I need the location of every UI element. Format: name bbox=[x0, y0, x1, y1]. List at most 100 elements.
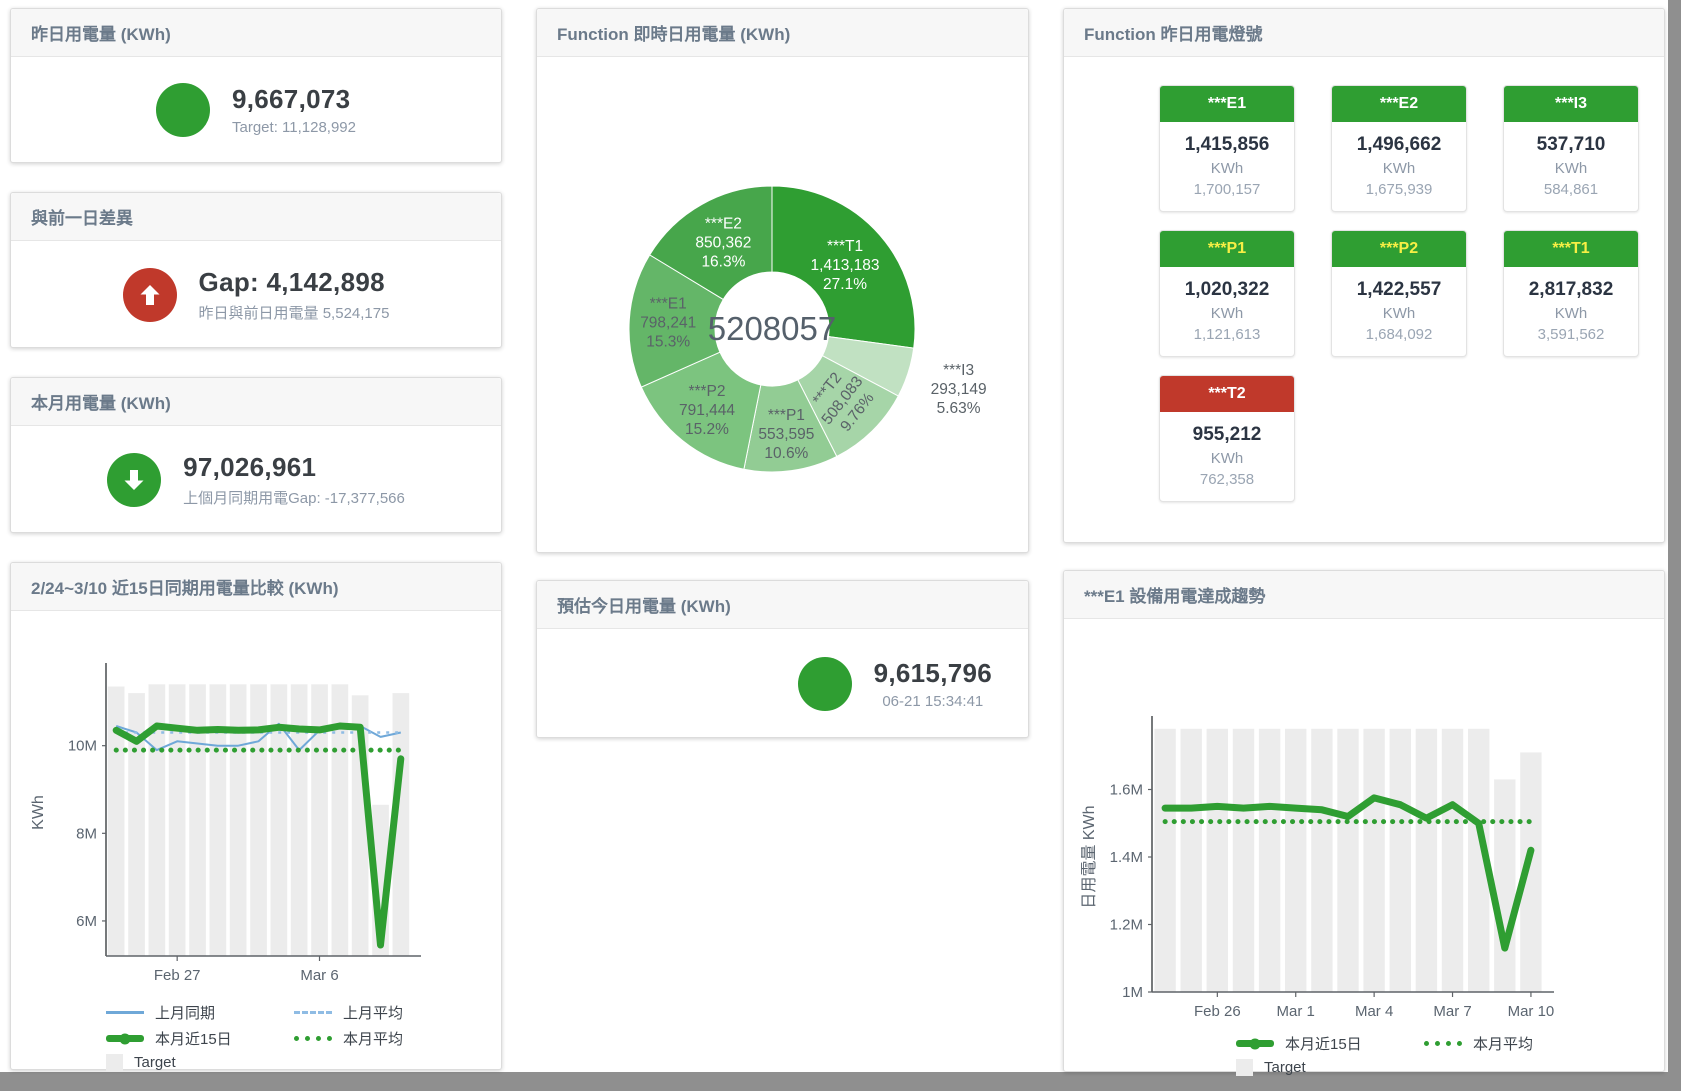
donut-slice-t1[interactable] bbox=[771, 185, 916, 349]
target-bar bbox=[107, 686, 125, 956]
panel-title-text: 預估今日用電量 (KWh) bbox=[557, 597, 731, 616]
target-bar bbox=[250, 684, 267, 956]
tile-target: 762,358 bbox=[1199, 471, 1255, 488]
panel-title-lights[interactable]: Function 昨日用電燈號 bbox=[1064, 9, 1664, 57]
light-tiles-grid: ***E1 1,415,856 KWh 1,700,157 ***E2 1,496,662… bbox=[1159, 85, 1664, 502]
tile-value: 955,212 bbox=[1192, 424, 1262, 445]
legend-line-sample bbox=[1236, 1040, 1274, 1047]
panel-title-text: ***E1 設備用電達成趨勢 bbox=[1084, 587, 1266, 606]
donut-slice-label-e1: ***E1 798,241 15.3% bbox=[640, 295, 696, 350]
legend-label: 上月平均 bbox=[343, 1005, 404, 1022]
tile-value: 1,422,557 bbox=[1356, 279, 1442, 300]
tile-body: 955,212 KWh 762,358 bbox=[1160, 412, 1294, 501]
legend-item-this-month[interactable]: 本月近15日 bbox=[106, 1028, 294, 1049]
legend-item-this-month[interactable]: 本月近15日 bbox=[1236, 1033, 1424, 1054]
column-middle: Function 即時日用電量 (KWh) ***T1 1,413,183 27.1… bbox=[536, 8, 1029, 1072]
legend-label: Target bbox=[1264, 1059, 1306, 1076]
legend-line-sample bbox=[106, 1011, 144, 1014]
donut-slice-e1[interactable] bbox=[628, 254, 724, 388]
target-bar bbox=[1154, 728, 1176, 993]
month-usage-subtext: 上個月同期用電Gap: -17,377,566 bbox=[183, 489, 405, 507]
yesterday-usage-target: Target: 11,128,992 bbox=[232, 119, 356, 136]
tile-value: 2,817,832 bbox=[1528, 279, 1614, 300]
target-bar bbox=[1311, 728, 1333, 993]
status-circle-green bbox=[797, 656, 852, 711]
panel-title-month-usage[interactable]: 本月用電量 (KWh) bbox=[11, 378, 501, 426]
target-bar bbox=[1180, 728, 1202, 993]
light-tile-t1: ***T1 2,817,832 KWh 3,591,562 bbox=[1503, 230, 1639, 357]
panel-title-text: 2/24~3/10 近15日同期用電量比較 (KWh) bbox=[31, 579, 339, 598]
donut-slice-label-p2: ***P2 791,444 15.2% bbox=[679, 383, 735, 438]
legend-item-target[interactable]: Target bbox=[1236, 1059, 1424, 1076]
target-bar bbox=[209, 684, 227, 956]
panel-estimate-today: 預估今日用電量 (KWh) 9,615,796 06-21 15:34:41 bbox=[536, 580, 1029, 738]
target-bar bbox=[229, 684, 247, 956]
target-bar bbox=[290, 684, 308, 956]
legend-label: 本月近15日 bbox=[1285, 1036, 1362, 1053]
panel-title-e1-trend[interactable]: ***E1 設備用電達成趨勢 bbox=[1064, 571, 1664, 619]
y-tick-label: 1.2M bbox=[1110, 917, 1143, 934]
panel-title-text: 昨日用電量 (KWh) bbox=[31, 25, 171, 44]
target-bar bbox=[1441, 728, 1464, 993]
x-tick-label: Mar 7 bbox=[1433, 1003, 1471, 1020]
legend-item-target[interactable]: Target bbox=[106, 1054, 294, 1071]
y-tick-label: 1M bbox=[1122, 984, 1143, 1001]
tile-value: 537,710 bbox=[1536, 134, 1606, 155]
x-tick-label: Mar 10 bbox=[1508, 1003, 1555, 1020]
legend-label: 本月近15日 bbox=[155, 1031, 232, 1048]
donut-slice-label-p1: ***P1 553,595 10.6% bbox=[758, 407, 814, 462]
compare-chart[interactable]: 6M 8M 10M Feb 27 Mar 6 KWh bbox=[11, 651, 481, 991]
panel-title-prev-day-gap[interactable]: 與前一日差異 bbox=[11, 193, 501, 241]
donut-chart-body: ***T1 1,413,183 27.1% ***I3 293,149 5.63% ***T… bbox=[537, 57, 1028, 551]
panel-title-text: 本月用電量 (KWh) bbox=[31, 394, 171, 413]
series-green-thick bbox=[112, 722, 405, 949]
e1-trend-chart[interactable]: 1M 1.2M 1.4M 1.6M Feb 26 Mar 1 Mar 4 Mar 7 Mar 1… bbox=[1064, 707, 1644, 1022]
target-bar bbox=[1258, 728, 1281, 993]
estimate-today-timestamp: 06-21 15:34:41 bbox=[882, 692, 984, 710]
legend-item-this-month-avg[interactable]: 本月平均 bbox=[294, 1028, 482, 1049]
tile-unit: KWh bbox=[1382, 305, 1416, 322]
y-tick-label: 6M bbox=[76, 913, 97, 930]
panel-prev-day-gap: 與前一日差異 Gap: 4,142,898 昨日與前日用電量 5,524,175 bbox=[10, 192, 502, 348]
legend-line-sample bbox=[106, 1035, 144, 1042]
legend-item-this-month-avg[interactable]: 本月平均 bbox=[1424, 1033, 1612, 1054]
light-tile-i3: ***I3 537,710 KWh 584,861 bbox=[1503, 85, 1639, 212]
status-circle-green bbox=[156, 83, 210, 137]
down-arrow-icon bbox=[107, 452, 162, 507]
target-bar bbox=[1494, 779, 1516, 992]
tile-target: 1,675,939 bbox=[1365, 181, 1433, 198]
tile-unit: KWh bbox=[1210, 305, 1244, 322]
tile-body: 1,020,322 KWh 1,121,613 bbox=[1160, 267, 1294, 356]
target-bar bbox=[311, 684, 328, 956]
legend-item-prev-month-avg[interactable]: 上月平均 bbox=[294, 1002, 482, 1023]
target-bar bbox=[1468, 728, 1490, 993]
panel-15day-compare: 2/24~3/10 近15日同期用電量比較 (KWh) 6M 8M 10M Feb 2… bbox=[10, 562, 502, 1071]
panel-title-yesterday-usage[interactable]: 昨日用電量 (KWh) bbox=[11, 9, 501, 57]
donut-slice-label-i3: ***I3 293,149 5.63% bbox=[931, 362, 987, 417]
x-tick-label: Mar 1 bbox=[1277, 1003, 1315, 1020]
estimate-today-value: 9,615,796 bbox=[873, 657, 992, 688]
target-bar bbox=[128, 693, 145, 956]
legend-row: Target bbox=[1236, 1059, 1664, 1076]
panel-e1-trend: ***E1 設備用電達成趨勢 1M 1.2M 1.4M 1.6M Feb 26 Mar 1… bbox=[1063, 570, 1665, 1076]
donut-slice-p2[interactable] bbox=[640, 351, 762, 470]
panel-title-realtime-donut[interactable]: Function 即時日用電量 (KWh) bbox=[537, 9, 1028, 57]
y-tick-label: 1.4M bbox=[1110, 849, 1143, 866]
tile-header-p2: ***P2 bbox=[1332, 231, 1466, 267]
light-tile-e1: ***E1 1,415,856 KWh 1,700,157 bbox=[1159, 85, 1295, 212]
donut-slice-e2[interactable] bbox=[649, 185, 773, 301]
legend-line-sample bbox=[294, 1011, 332, 1014]
tile-body: 537,710 KWh 584,861 bbox=[1504, 122, 1638, 211]
trend-chart-body: 1M 1.2M 1.4M 1.6M Feb 26 Mar 1 Mar 4 Mar 7 Mar 1… bbox=[1064, 619, 1664, 1076]
realtime-usage-donut-chart[interactable]: ***T1 1,413,183 27.1%***I3 293,149 5.63%***T… bbox=[537, 71, 1028, 546]
compare-chart-legend: 上月同期 上月平均 本月近15日 bbox=[106, 1002, 501, 1071]
legend-row: 上月同期 上月平均 bbox=[106, 1002, 501, 1023]
donut-center-total: 5208057 bbox=[708, 310, 836, 347]
target-bar bbox=[1232, 728, 1255, 993]
panel-title-estimate-today[interactable]: 預估今日用電量 (KWh) bbox=[537, 581, 1028, 629]
panel-title-15day-compare[interactable]: 2/24~3/10 近15日同期用電量比較 (KWh) bbox=[11, 563, 501, 611]
donut-slice-label-t1: ***T1 1,413,183 27.1% bbox=[811, 238, 880, 293]
donut-slice-label-e2: ***E2 850,362 16.3% bbox=[695, 216, 751, 271]
legend-item-prev-month[interactable]: 上月同期 bbox=[106, 1002, 294, 1023]
tile-value: 1,415,856 bbox=[1184, 134, 1270, 155]
